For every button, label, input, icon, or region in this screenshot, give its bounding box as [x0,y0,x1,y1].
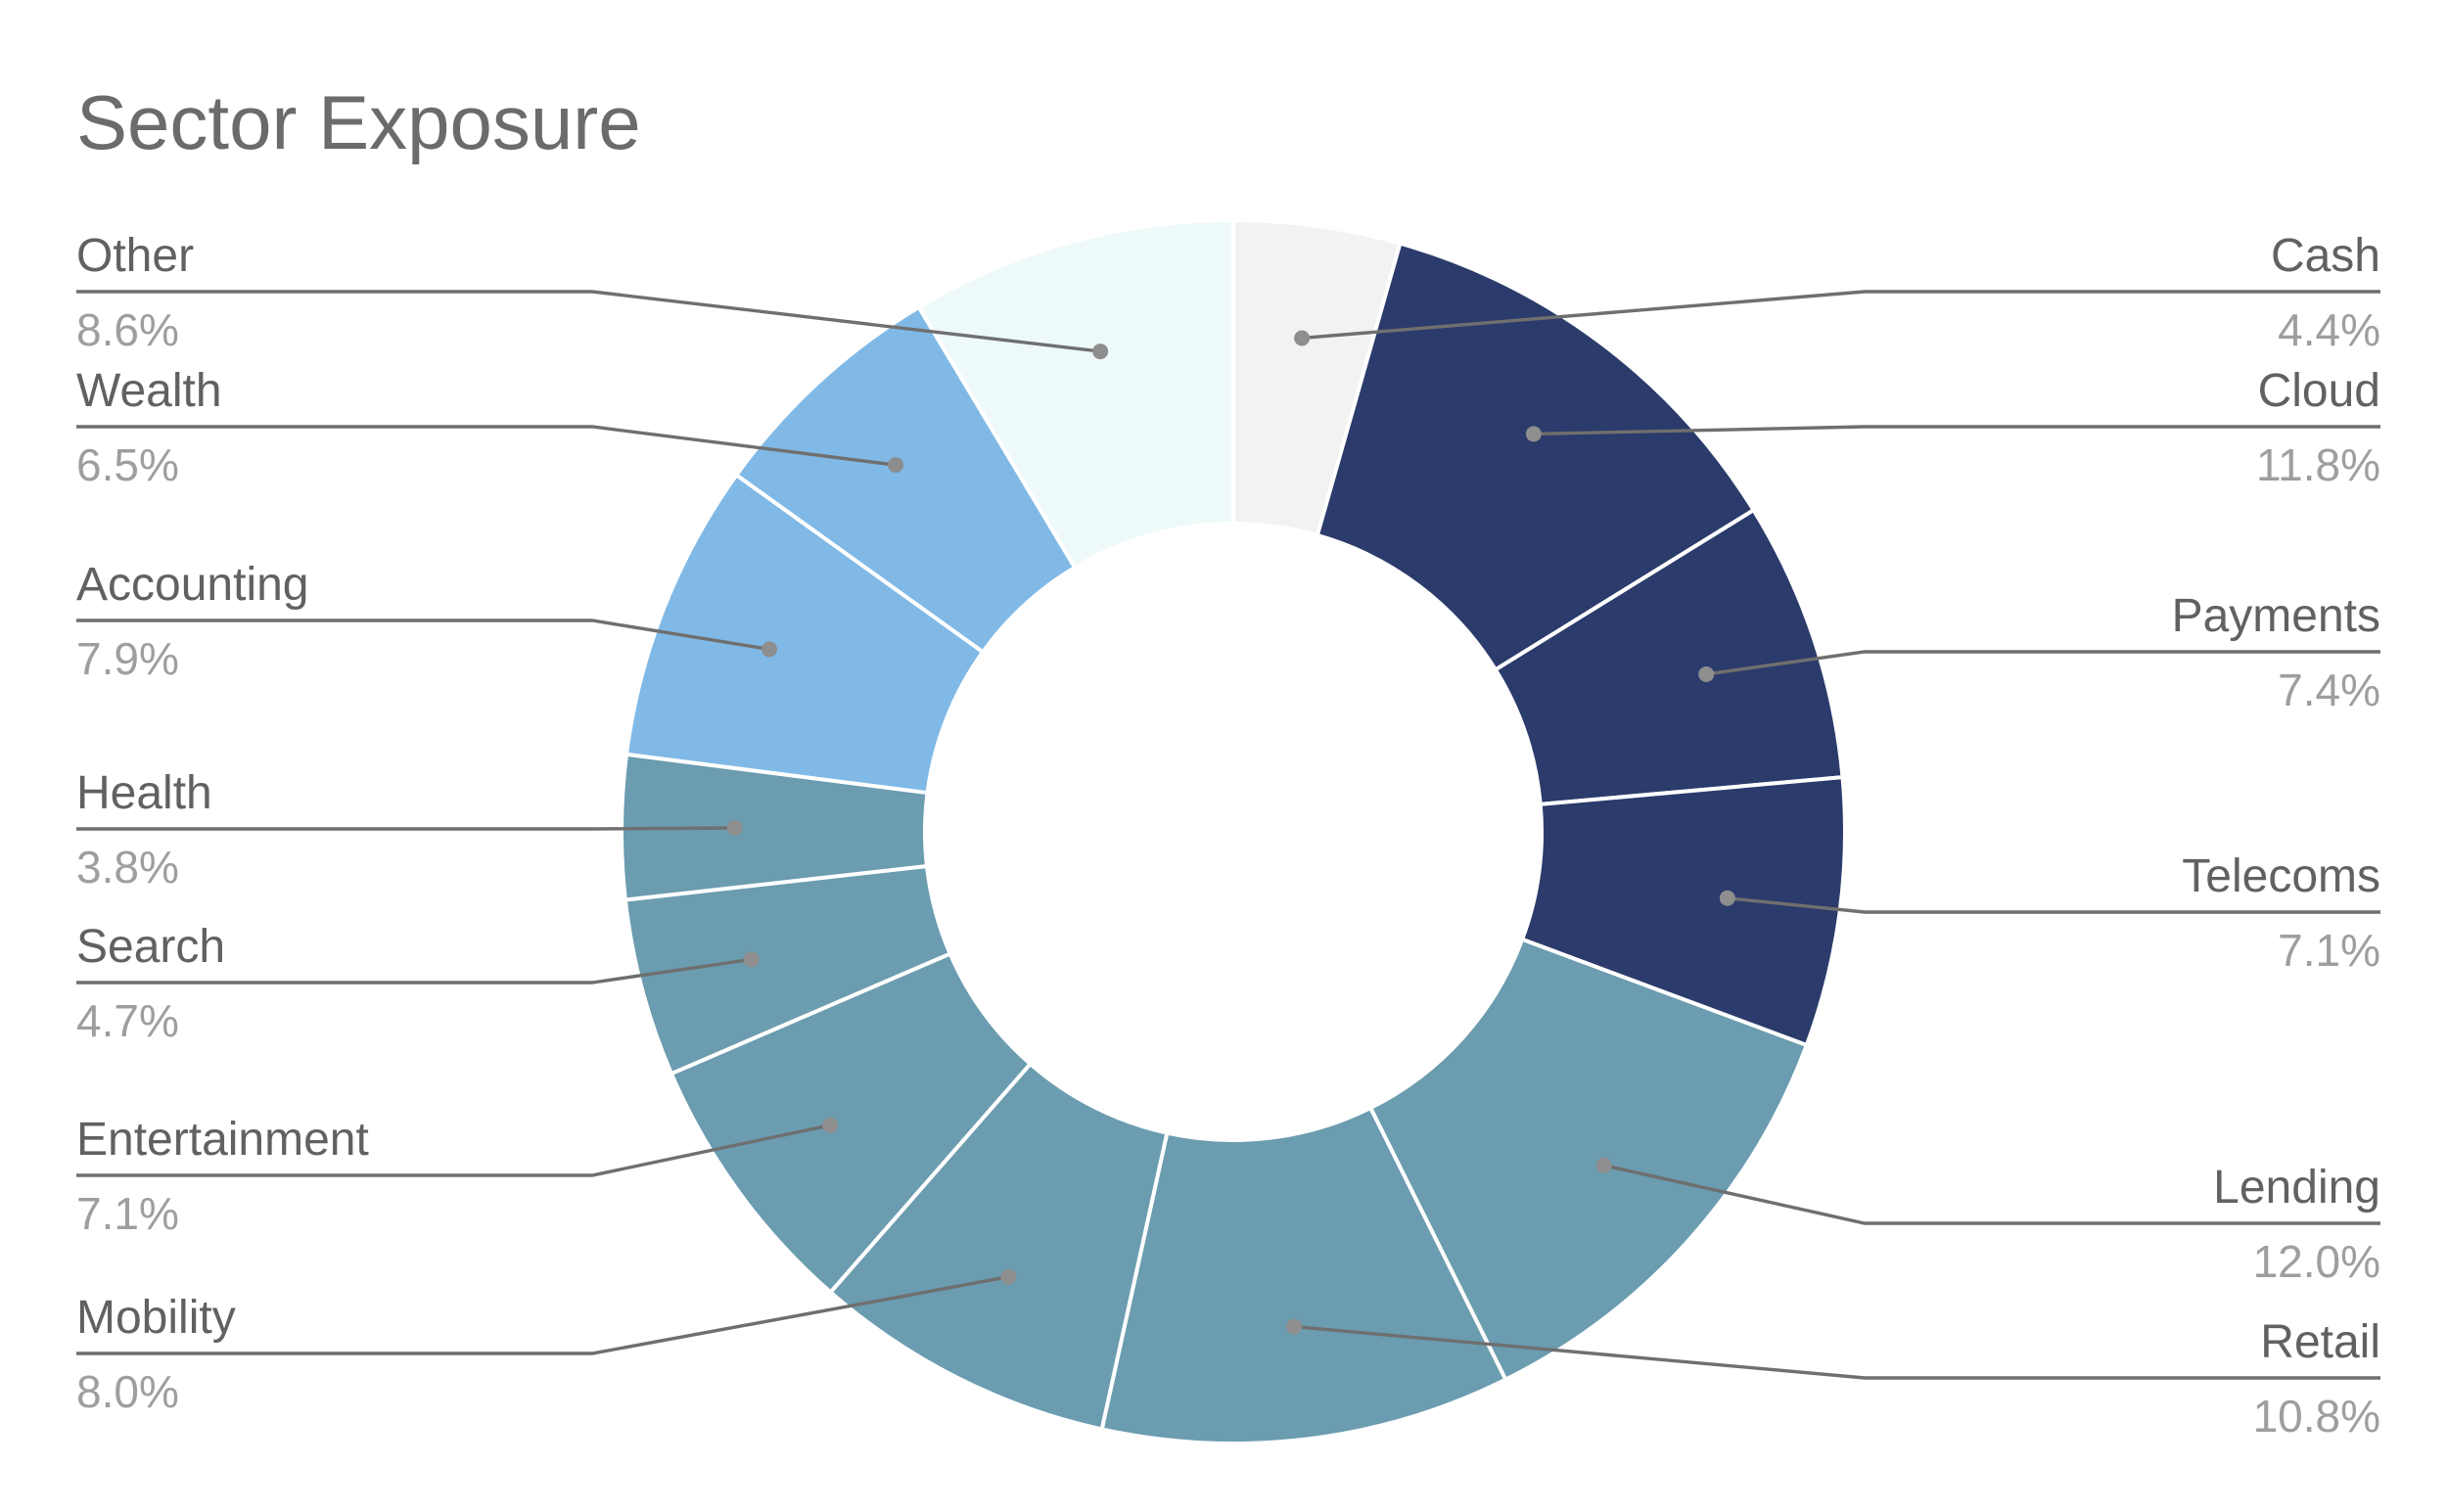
leader-line-lending [1603,1164,2380,1225]
slice-value-accounting: 7.9% [76,633,179,684]
leader-dot-telecoms [1719,890,1735,906]
leader-line-payments [1706,650,2380,676]
leader-dot-cloud [1525,426,1542,442]
slice-value-retail: 10.8% [2253,1391,2380,1442]
leader-line-search [76,957,752,985]
slice-value-mobility: 8.0% [76,1366,179,1417]
slice-label-entertainment: Entertainment [76,1114,369,1166]
leader-dot-mobility [1000,1268,1017,1285]
slices-group [620,217,1847,1445]
leader-dot-cash [1294,330,1311,346]
chart-title: Sector Exposure [76,79,641,165]
slice-mobility [827,1061,1170,1432]
labels-group: Cash 4.4% Cloud 11.8% Payments 7.4% Telecoms 7.… [76,230,2380,1442]
slice-label-health: Health [76,767,212,819]
slice-value-cash: 4.4% [2278,304,2380,355]
leader-line-entertainment [76,1123,831,1177]
slice-value-other: 8.6% [76,304,179,355]
slice-value-entertainment: 7.1% [76,1188,179,1239]
leader-line-telecoms [1727,896,2380,914]
leader-dot-health [726,820,743,837]
slice-value-wealth: 6.5% [76,439,179,490]
slice-value-search: 4.7% [76,995,179,1046]
leader-dot-other [1092,344,1109,360]
leader-dot-search [743,951,760,968]
slice-cloud [1315,241,1757,673]
leader-dot-retail [1286,1318,1303,1335]
slice-value-lending: 12.0% [2253,1236,2380,1287]
leader-dot-accounting [762,641,778,658]
slice-label-payments: Payments [2172,590,2380,642]
leader-dot-payments [1698,665,1715,682]
slice-label-cash: Cash [2271,230,2380,282]
leader-line-accounting [76,619,770,652]
slice-label-wealth: Wealth [76,365,222,417]
slice-lending [1367,937,1810,1383]
leader-line-other [76,290,1101,353]
slice-label-cloud: Cloud [2258,365,2380,417]
leader-line-cloud [1533,425,2380,436]
leader-dot-entertainment [822,1117,839,1133]
slice-label-accounting: Accounting [76,559,309,611]
leader-dot-wealth [888,457,904,474]
slice-value-payments: 7.4% [2278,664,2380,715]
slice-label-search: Search [76,921,225,973]
slice-label-other: Other [76,230,194,282]
leader-line-cash [1301,290,2380,341]
leader-line-mobility [76,1275,1009,1355]
slice-retail [1099,1105,1508,1445]
leader-line-wealth [76,425,897,467]
leader-line-health [76,826,735,831]
slice-label-lending: Lending [2213,1162,2380,1214]
slice-label-telecoms: Telecoms [2182,850,2380,902]
slice-value-telecoms: 7.1% [2278,925,2380,976]
leader-line-retail [1294,1324,2380,1380]
slice-label-retail: Retail [2260,1316,2380,1368]
slice-other [916,217,1235,571]
leader-dot-lending [1595,1157,1612,1173]
slice-label-mobility: Mobility [76,1292,236,1344]
slice-value-cloud: 11.8% [2256,439,2380,490]
slice-value-health: 3.8% [76,842,179,893]
